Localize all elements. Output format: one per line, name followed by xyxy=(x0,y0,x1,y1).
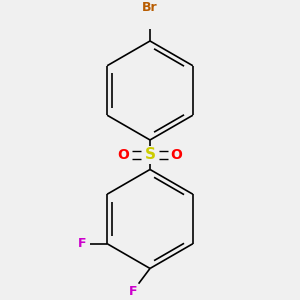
Text: F: F xyxy=(129,285,137,298)
Text: Br: Br xyxy=(142,1,158,14)
Text: O: O xyxy=(171,148,183,162)
Text: O: O xyxy=(117,148,129,162)
Text: S: S xyxy=(145,147,155,162)
Text: F: F xyxy=(78,237,87,250)
